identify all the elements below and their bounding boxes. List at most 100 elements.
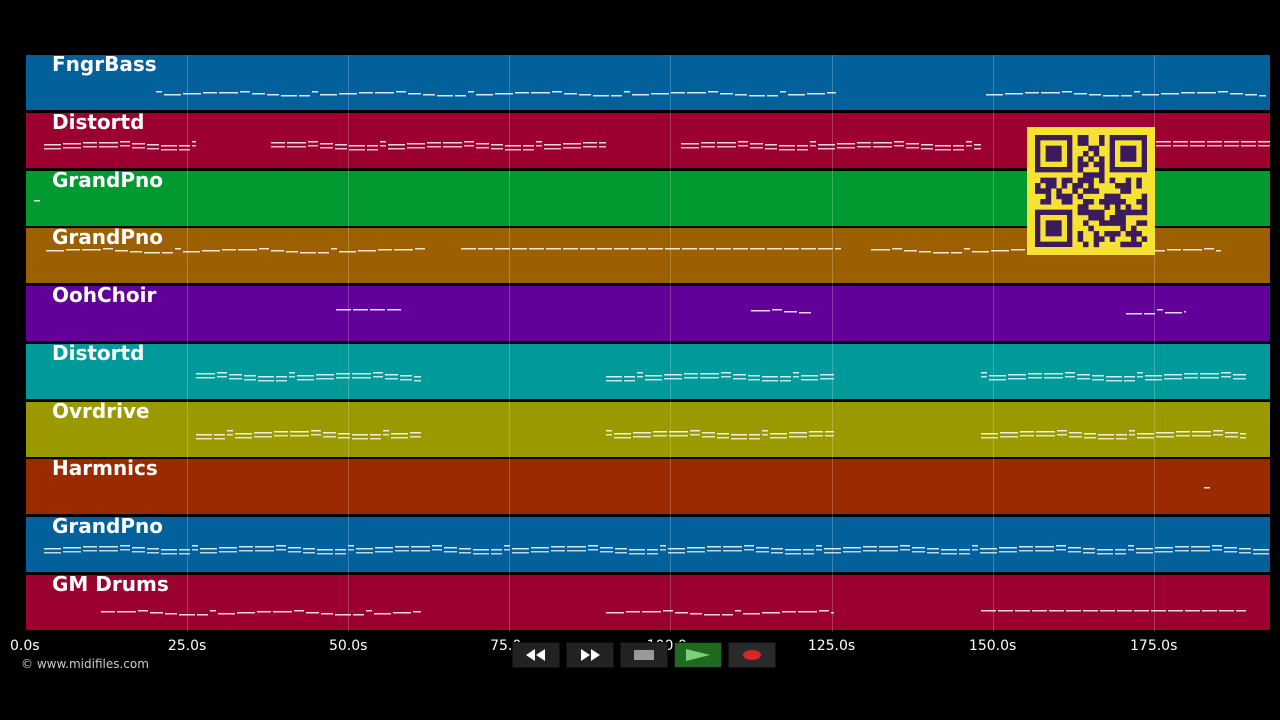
rewind-button[interactable] <box>512 642 560 668</box>
note-mark <box>1106 375 1122 378</box>
note-mark <box>200 552 217 554</box>
note-mark <box>1100 609 1115 612</box>
note-mark <box>274 434 288 436</box>
track-lane[interactable]: GM Drums <box>26 574 1270 630</box>
note-strip <box>156 91 1266 97</box>
note-mark <box>825 430 834 432</box>
note-mark <box>179 613 195 616</box>
note-mark <box>606 433 612 435</box>
note-mark <box>567 546 586 548</box>
note-mark <box>720 93 733 95</box>
note-mark <box>531 551 549 553</box>
note-mark <box>941 553 957 555</box>
track-lane[interactable]: OohChoir <box>26 286 1270 341</box>
note-mark <box>606 375 622 378</box>
note-mark <box>614 248 629 250</box>
note-mark <box>495 248 510 250</box>
note-mark <box>179 148 190 151</box>
note-mark <box>385 373 398 376</box>
note-mark <box>504 545 510 547</box>
note-mark <box>414 379 421 382</box>
note-mark <box>395 550 409 552</box>
note-mark <box>717 436 729 438</box>
play-button[interactable] <box>674 642 722 668</box>
note-mark <box>276 379 287 382</box>
note-mark <box>546 248 561 250</box>
note-mark <box>1106 379 1122 382</box>
note-mark <box>44 552 61 554</box>
note-mark <box>339 251 356 253</box>
note-mark <box>660 545 666 547</box>
note-mark <box>144 252 160 254</box>
track-lane[interactable]: Harmnics <box>26 459 1270 515</box>
note-mark <box>1057 429 1067 431</box>
note-mark <box>432 549 442 551</box>
note-mark <box>906 142 919 145</box>
note-mark <box>1115 553 1126 555</box>
stop-button[interactable] <box>620 642 668 668</box>
note-mark <box>1156 435 1174 437</box>
note-mark <box>1176 430 1190 432</box>
note-mark <box>99 550 118 552</box>
note-mark <box>320 146 333 149</box>
note-strip <box>44 545 1269 555</box>
note-mark <box>385 377 398 380</box>
track-lane[interactable]: FngrBass <box>26 55 1270 110</box>
note-mark <box>348 545 354 547</box>
note-mark <box>1224 140 1239 143</box>
note-mark <box>254 431 272 433</box>
note-mark <box>552 91 562 93</box>
note-mark <box>444 547 457 549</box>
note-mark <box>671 92 685 94</box>
time-tick-label: 0.0s <box>10 638 40 654</box>
record-button[interactable] <box>728 642 776 668</box>
note-mark <box>972 251 989 253</box>
note-mark <box>287 145 306 148</box>
note-mark <box>132 142 145 145</box>
track-label: Ovrdrive <box>52 401 150 423</box>
note-mark <box>336 309 351 311</box>
note-mark <box>687 92 706 94</box>
track-label: Harmnics <box>52 459 158 481</box>
note-mark <box>820 377 834 380</box>
note-mark <box>818 147 835 150</box>
fast-forward-button[interactable] <box>566 642 614 668</box>
note-mark <box>1190 144 1205 147</box>
track-lane[interactable]: GrandPno <box>26 517 1270 572</box>
note-mark <box>393 611 411 614</box>
note-mark <box>1200 376 1219 379</box>
note-mark <box>414 375 421 378</box>
track-lane[interactable]: Ovrdrive <box>26 401 1270 457</box>
note-mark <box>684 372 698 375</box>
note-mark <box>227 433 233 435</box>
note-strip <box>336 309 1186 315</box>
note-mark <box>197 613 208 616</box>
note-mark <box>1103 95 1119 97</box>
note-mark <box>294 609 304 612</box>
note-mark <box>352 376 371 379</box>
track-lane[interactable]: Distortd <box>26 343 1270 399</box>
note-mark <box>239 550 253 552</box>
note-mark <box>240 91 250 93</box>
note-strip <box>1204 487 1210 489</box>
note-mark <box>637 375 643 378</box>
time-tick-label: 25.0s <box>167 638 207 654</box>
note-mark <box>308 144 318 147</box>
note-mark <box>837 142 855 145</box>
track-label: GrandPno <box>52 517 163 538</box>
note-mark <box>624 91 630 93</box>
note-mark <box>356 548 373 550</box>
note-mark <box>83 141 97 144</box>
note-mark <box>34 199 40 201</box>
note-mark <box>1191 550 1210 552</box>
note-mark <box>1236 609 1246 612</box>
note-mark <box>147 143 159 146</box>
note-mark <box>906 146 919 149</box>
note-mark <box>614 432 631 434</box>
note-mark <box>99 141 118 144</box>
note-mark <box>203 92 217 94</box>
note-mark <box>1092 378 1104 381</box>
note-mark <box>259 248 269 250</box>
note-mark <box>1136 552 1153 554</box>
note-mark <box>164 94 181 96</box>
